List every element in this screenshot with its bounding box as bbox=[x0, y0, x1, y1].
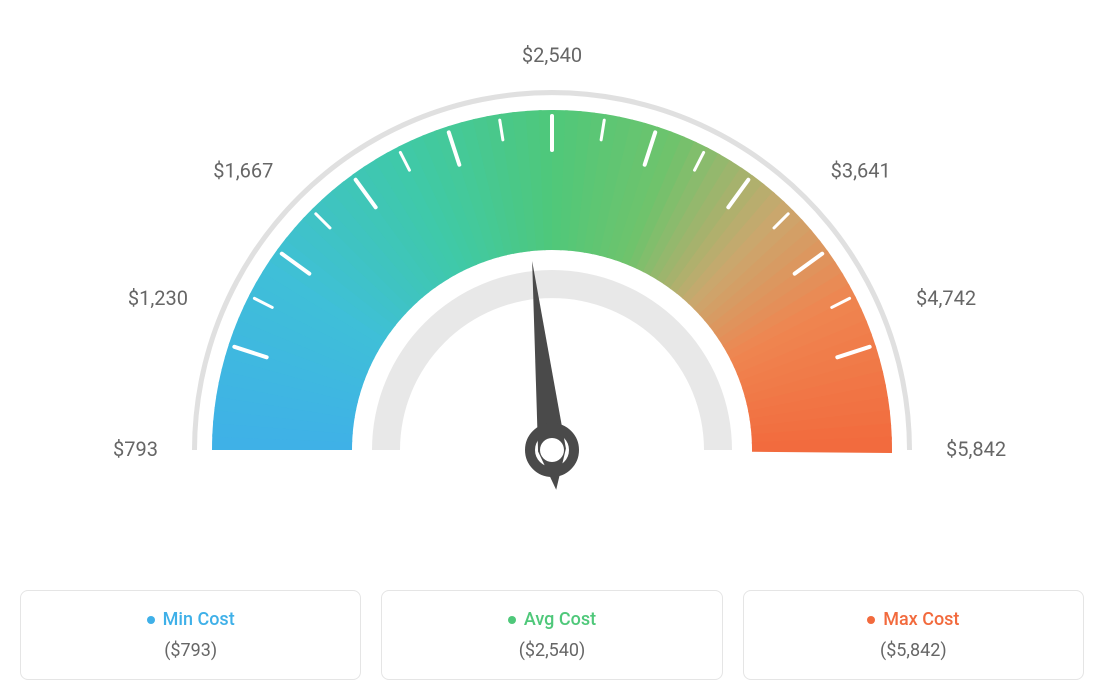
legend-card-avg: Avg Cost ($2,540) bbox=[381, 590, 722, 680]
gauge-scale-label: $793 bbox=[113, 437, 158, 461]
legend-value-avg: ($2,540) bbox=[402, 640, 701, 661]
legend-label-avg: Avg Cost bbox=[524, 609, 596, 630]
legend-row: Min Cost ($793) Avg Cost ($2,540) Max Co… bbox=[20, 590, 1084, 680]
legend-card-max: Max Cost ($5,842) bbox=[743, 590, 1084, 680]
legend-value-max: ($5,842) bbox=[764, 640, 1063, 661]
gauge-scale-label: $5,842 bbox=[946, 437, 1006, 461]
gauge-scale-label: $4,742 bbox=[916, 286, 976, 310]
legend-card-min: Min Cost ($793) bbox=[20, 590, 361, 680]
legend-label-row-max: Max Cost bbox=[764, 609, 1063, 630]
gauge-needle-hub-inner bbox=[540, 438, 564, 462]
dot-icon bbox=[147, 616, 155, 624]
cost-gauge-chart: $793 $1,230 $1,667 $2,540 $3,641 $4,742 $5,842… bbox=[20, 20, 1084, 680]
gauge-scale-label: $3,641 bbox=[831, 158, 891, 182]
gauge-scale-label: $1,230 bbox=[128, 286, 188, 310]
legend-label-min: Min Cost bbox=[163, 609, 235, 630]
dot-icon bbox=[508, 616, 516, 624]
gauge-scale-label: $2,540 bbox=[522, 43, 582, 67]
legend-label-row-min: Min Cost bbox=[41, 609, 340, 630]
legend-label-row-avg: Avg Cost bbox=[402, 609, 701, 630]
legend-label-max: Max Cost bbox=[883, 609, 959, 630]
gauge-scale-label: $1,667 bbox=[213, 158, 273, 182]
gauge-svg-container: $793 $1,230 $1,667 $2,540 $3,641 $4,742 $5,842 bbox=[20, 20, 1084, 560]
legend-value-min: ($793) bbox=[41, 640, 340, 661]
dot-icon bbox=[867, 616, 875, 624]
gauge-svg: $793 $1,230 $1,667 $2,540 $3,641 $4,742 $5,842 bbox=[52, 20, 1052, 560]
